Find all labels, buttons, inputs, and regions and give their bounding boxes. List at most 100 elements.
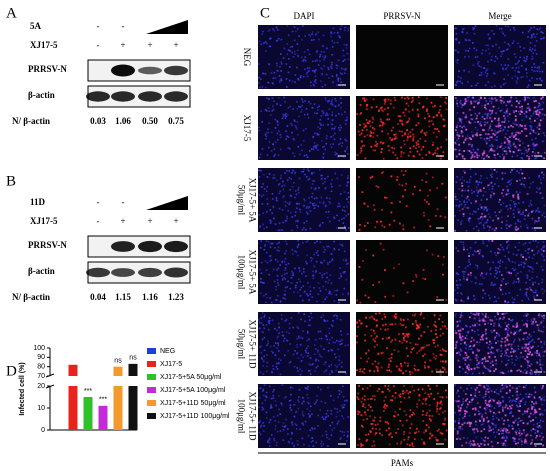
nucleus — [543, 245, 545, 247]
nucleus — [543, 399, 545, 401]
nucleus — [502, 32, 505, 35]
infected-cell — [461, 104, 464, 107]
infected-cell — [373, 419, 376, 422]
nucleus — [306, 408, 309, 410]
nucleus — [315, 32, 318, 35]
infected-cell — [541, 315, 544, 318]
infected-cell — [528, 155, 530, 158]
nucleus — [322, 314, 325, 317]
nucleus — [301, 149, 303, 152]
infected-cell — [486, 154, 489, 157]
nucleus — [325, 416, 327, 418]
nucleus — [531, 227, 534, 229]
infected-cell — [358, 228, 361, 231]
infected-cell — [482, 420, 485, 422]
infected-cell — [472, 339, 475, 342]
nucleus — [523, 262, 525, 264]
nucleus — [288, 327, 291, 329]
nucleus — [536, 252, 539, 254]
infected-cell — [387, 388, 389, 391]
infected-cell — [521, 130, 523, 133]
nucleus — [543, 36, 546, 39]
infected-cell — [361, 370, 364, 373]
infected-cell — [458, 333, 461, 335]
nucleus — [342, 406, 345, 408]
infected-cell — [527, 103, 529, 105]
infected-cell — [508, 343, 511, 346]
infected-cell — [457, 250, 460, 252]
nucleus — [539, 27, 542, 29]
nucleus — [539, 104, 542, 106]
infected-cell — [507, 146, 510, 149]
infected-cell — [432, 353, 435, 355]
nucleus — [259, 226, 261, 228]
infected-cell — [379, 420, 382, 422]
row-label: 50μg/ml — [236, 185, 246, 216]
nucleus — [318, 186, 320, 189]
blot-band — [86, 267, 110, 278]
nucleus — [302, 422, 304, 424]
infected-cell — [376, 368, 379, 371]
nucleus — [490, 143, 493, 146]
nucleus — [339, 78, 342, 80]
nucleus — [296, 27, 299, 30]
infected-cell — [422, 146, 425, 148]
nucleus — [465, 197, 468, 200]
infected-cell — [420, 312, 423, 314]
nucleus — [281, 331, 284, 333]
sign: + — [173, 40, 178, 50]
nucleus — [338, 184, 341, 187]
infected-cell — [420, 131, 422, 134]
infected-cell — [390, 201, 393, 204]
infected-cell — [371, 422, 374, 425]
nucleus — [307, 401, 309, 404]
infected-cell — [403, 114, 406, 117]
nucleus — [312, 440, 314, 442]
infected-cell — [392, 106, 395, 109]
infected-cell — [438, 408, 441, 410]
infected-cell — [415, 273, 417, 276]
panel-label: D — [6, 363, 17, 379]
nucleus — [336, 67, 338, 70]
infected-cell — [535, 99, 537, 102]
nucleus — [302, 227, 305, 229]
nucleus — [486, 68, 489, 70]
nucleus — [497, 267, 499, 269]
nucleus — [317, 133, 320, 136]
infected-cell — [424, 443, 426, 445]
infected-cell — [362, 97, 364, 100]
nucleus — [319, 388, 322, 391]
infected-cell — [407, 335, 409, 338]
infected-cell — [372, 204, 375, 207]
nucleus — [505, 324, 508, 327]
nucleus — [463, 278, 465, 280]
blot-band — [138, 66, 162, 75]
infected-cell — [468, 108, 471, 111]
infected-cell — [377, 352, 380, 355]
nucleus — [311, 296, 313, 298]
infected-cell — [384, 396, 387, 399]
nucleus — [531, 66, 533, 69]
nucleus — [324, 84, 327, 86]
nucleus — [527, 150, 529, 152]
infected-cell — [443, 368, 446, 371]
nucleus — [532, 112, 535, 115]
nucleus — [306, 67, 309, 70]
nucleus — [488, 387, 491, 390]
nucleus — [497, 107, 500, 110]
infected-cell — [523, 332, 526, 335]
nucleus — [497, 333, 500, 336]
nucleus — [293, 138, 295, 141]
nucleus — [285, 112, 287, 115]
nucleus — [299, 295, 301, 297]
infected-cell — [382, 410, 385, 413]
nucleus — [260, 357, 263, 359]
infected-cell — [396, 157, 399, 160]
infected-cell — [365, 98, 368, 101]
nucleus — [463, 201, 466, 203]
infected-cell — [525, 343, 528, 346]
nucleus — [347, 181, 350, 183]
nucleus — [282, 340, 285, 342]
nucleus — [272, 351, 274, 354]
nucleus — [291, 172, 293, 174]
